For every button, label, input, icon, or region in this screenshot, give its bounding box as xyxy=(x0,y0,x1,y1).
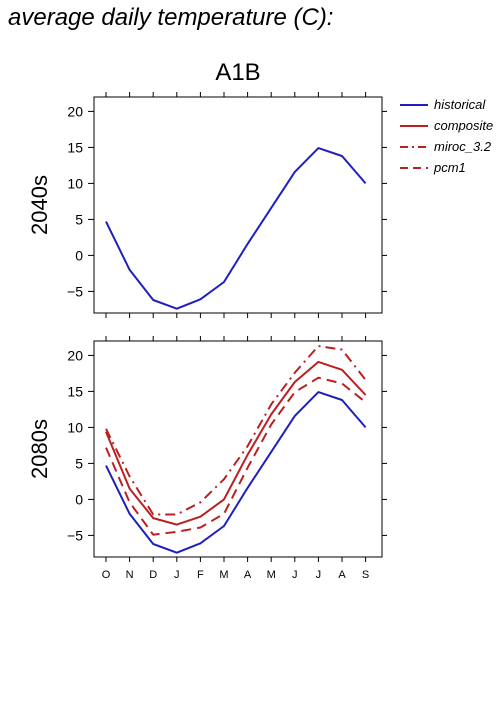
y-tick-label: 15 xyxy=(67,383,83,399)
x-tick-label: M xyxy=(267,569,276,581)
x-tick-label: D xyxy=(149,569,157,581)
series-line-miroc-3-2 xyxy=(105,345,367,516)
y-tick-label: 10 xyxy=(67,419,83,435)
legend-label: pcm1 xyxy=(433,160,466,175)
y-tick-label: −5 xyxy=(67,283,83,299)
x-tick-label: J xyxy=(316,569,322,581)
x-tick-label: A xyxy=(244,569,252,581)
legend-label: composite xyxy=(434,118,493,133)
legend-label: miroc_3.2 xyxy=(434,139,492,154)
series-line-historical xyxy=(105,147,367,310)
y-tick-label: 0 xyxy=(75,247,83,263)
y-tick-label: 5 xyxy=(75,455,83,471)
x-tick-label: O xyxy=(102,569,111,581)
page-title: average daily temperature (C): xyxy=(8,4,334,31)
x-tick-label: F xyxy=(197,569,204,581)
y-tick-label: 15 xyxy=(67,139,83,155)
chart-panels: −5 0 5 10 15 20 2040s −5 0 5 10 15 20 O N D J F M A M J J A S 208… xyxy=(27,92,387,581)
plot-frame xyxy=(93,96,383,314)
y-tick-label: 0 xyxy=(75,491,83,507)
y-tick-label: 20 xyxy=(67,347,83,363)
plot-frame xyxy=(93,340,383,558)
y-tick-label: 20 xyxy=(67,103,83,119)
chart-legend: historical composite miroc_3.2 pcm1 xyxy=(400,97,493,175)
chart-title: A1B xyxy=(215,59,260,86)
x-tick-label: S xyxy=(362,569,369,581)
legend-label: historical xyxy=(434,97,486,112)
y-axis-label: 2080s xyxy=(27,419,52,479)
series-line-composite xyxy=(105,360,367,526)
y-axis-label: 2040s xyxy=(27,175,52,235)
x-tick-label: M xyxy=(219,569,228,581)
x-tick-label: N xyxy=(126,569,134,581)
series-line-pcm1 xyxy=(105,376,367,536)
y-tick-label: 5 xyxy=(75,211,83,227)
y-tick-label: −5 xyxy=(67,527,83,543)
x-tick-label: J xyxy=(174,569,180,581)
x-tick-label: A xyxy=(338,569,346,581)
panel-2040s: −5 0 5 10 15 20 2040s xyxy=(27,92,387,318)
y-tick-label: 10 xyxy=(67,175,83,191)
x-tick-label: J xyxy=(292,569,298,581)
panel-2080s: −5 0 5 10 15 20 O N D J F M A M J J A S 2080s xyxy=(27,336,387,581)
series-line-historical xyxy=(105,391,367,554)
